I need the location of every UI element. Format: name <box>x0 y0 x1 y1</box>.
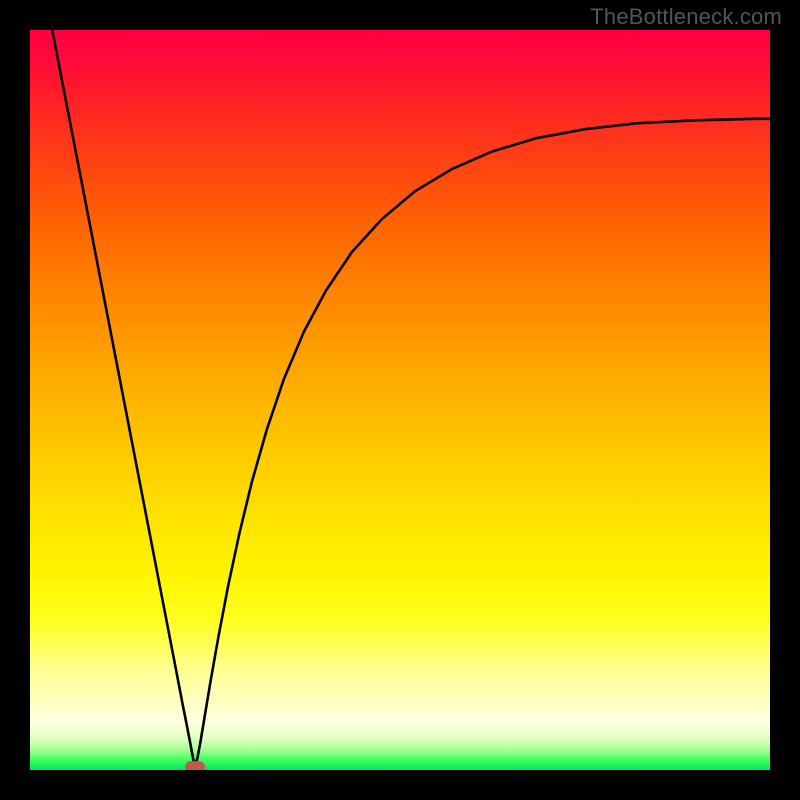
watermark-text: TheBottleneck.com <box>590 4 782 30</box>
chart-container: TheBottleneck.com <box>0 0 800 800</box>
bottleneck-chart <box>0 0 800 800</box>
plot-background <box>30 30 770 770</box>
